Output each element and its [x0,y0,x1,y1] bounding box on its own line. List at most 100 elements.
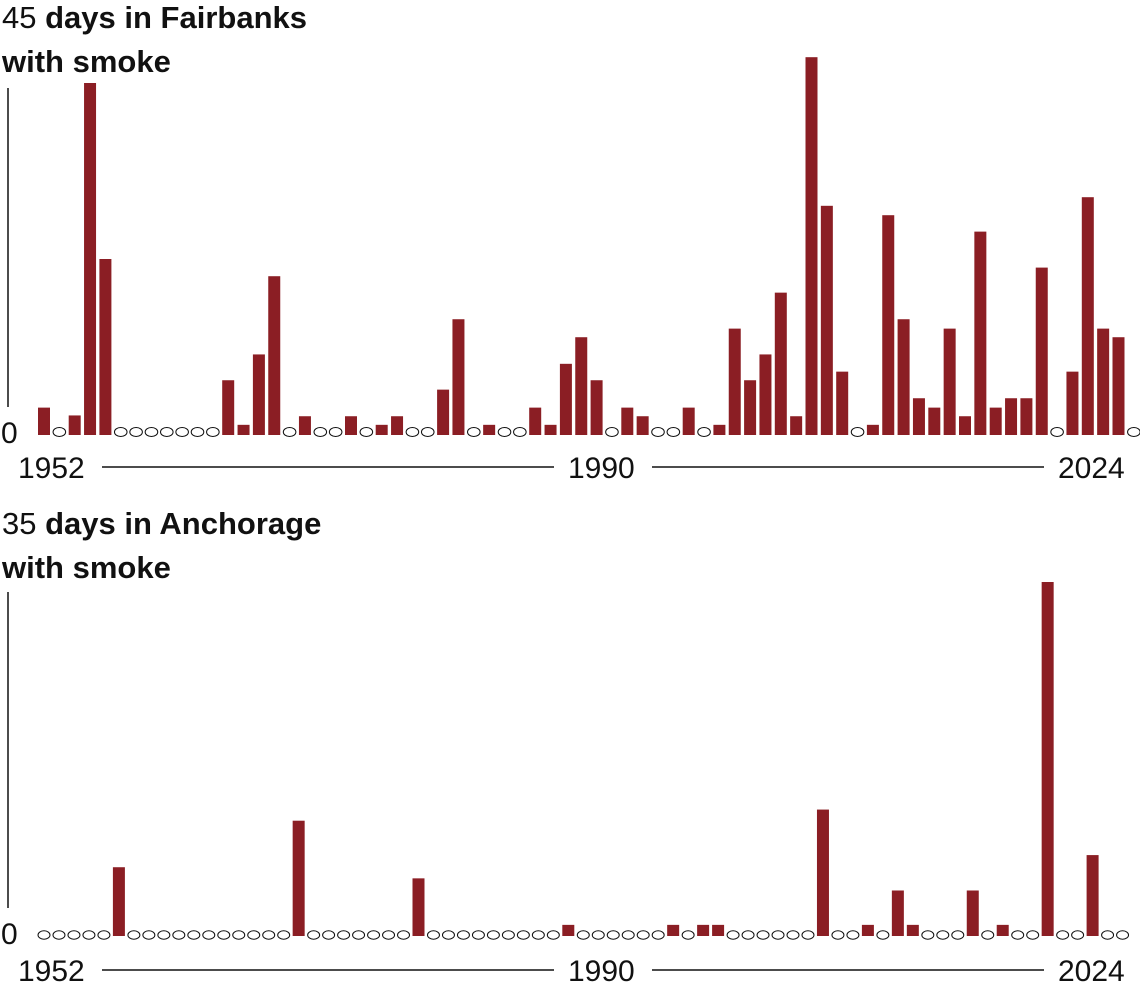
fairbanks-bar-1990 [621,407,634,435]
anchorage-zero-marker-1958 [127,930,141,940]
anchorage-zero-marker-1953 [52,930,66,940]
anchorage-bar-2004 [816,809,829,936]
fairbanks-bar-2012 [959,416,971,435]
fairbanks-bar-1987 [575,337,588,435]
fairbanks-bar-1954 [68,415,81,435]
fairbanks-bar-1994 [682,407,695,435]
anchorage-zero-marker-1976 [397,930,411,940]
anchorage-zero-marker-1988 [576,930,590,940]
fairbanks-zero-marker-1962 [190,427,205,437]
anchorage-zero-marker-1975 [382,930,396,940]
anchorage-title-line2: with smoke [2,550,171,585]
fairbanks-bar-1969 [298,416,311,435]
fairbanks-bar-1974 [375,424,388,435]
fairbanks-bar-1999 [759,354,772,435]
anchorage-zero-marker-1955 [82,930,96,940]
anchorage-zero-marker-2021 [1071,930,1085,940]
anchorage-bar-1977 [412,878,425,936]
anchorage-bar-1996 [697,924,710,936]
anchorage-zero-marker-1991 [621,930,635,940]
anchorage-zero-marker-2006 [846,930,860,940]
anchorage-zero-marker-1998 [726,930,740,940]
anchorage-zero-marker-1952 [37,930,51,940]
anchorage-zero-marker-2003 [801,930,815,940]
anchorage-bar-2019 [1041,582,1054,936]
anchorage-zero-marker-1962 [187,930,201,940]
anchorage-zero-marker-2024 [1116,930,1130,940]
fairbanks-bar-2004 [836,371,849,435]
anchorage-zero-marker-1961 [172,930,186,940]
anchorage-zero-marker-2023 [1101,930,1115,940]
fairbanks-zero-marker-1973 [359,427,374,437]
fairbanks-bar-1965 [237,424,250,435]
fairbanks-bar-2019 [1066,371,1079,435]
fairbanks-bar-1955 [84,83,97,435]
fairbanks-bar-2011 [943,328,956,435]
fairbanks-bar-1978 [437,389,450,435]
fairbanks-zero-marker-1960 [160,427,174,437]
fairbanks-x-tick-1990: 1990 [568,452,635,485]
fairbanks-bar-2021 [1097,328,1110,435]
fairbanks-bar-1967 [268,276,281,435]
fairbanks-x-tick-1952: 1952 [18,452,85,485]
anchorage-zero-marker-2002 [786,930,800,940]
anchorage-bar-1957 [112,867,125,936]
anchorage-zero-marker-1974 [367,930,381,940]
fairbanks-bar-2006 [866,424,879,435]
anchorage-title-line1: days in Anchorage [45,506,322,541]
anchorage-zero-marker-2011 [921,930,935,940]
anchorage-max-label: 35 [2,506,37,541]
fairbanks-bar-2010 [928,407,941,435]
anchorage-zero-marker-2013 [951,930,965,940]
anchorage-bar-1997 [712,924,725,936]
fairbanks-zero-marker-1977 [420,427,435,437]
anchorage-bar-2010 [906,924,919,936]
anchorage-zero-marker-1989 [591,930,605,940]
fairbanks-bar-2017 [1035,267,1048,435]
anchorage-zero-marker-1978 [426,930,440,940]
anchorage-chart-title: 35 days in Anchorage with smoke [2,502,321,590]
fairbanks-zero-marker-1992 [651,427,665,437]
fairbanks-y-zero-label: 0 [1,417,18,450]
fairbanks-bar-2020 [1081,197,1094,435]
anchorage-zero-marker-1965 [232,930,246,940]
anchorage-zero-marker-2008 [876,930,890,940]
fairbanks-zero-marker-1995 [697,427,711,437]
fairbanks-zero-marker-2005 [850,427,865,437]
fairbanks-bar-2007 [882,215,895,435]
anchorage-zero-marker-1979 [441,930,455,940]
anchorage-zero-marker-2020 [1056,930,1070,940]
anchorage-x-tick-2024: 2024 [1058,955,1125,988]
fairbanks-bar-1966 [252,354,265,435]
anchorage-bar-2022 [1086,855,1099,936]
anchorage-zero-marker-1967 [262,930,276,940]
fairbanks-zero-marker-1968 [282,427,297,437]
anchorage-zero-marker-1956 [97,930,111,940]
anchorage-zero-marker-1971 [322,930,336,940]
fairbanks-bar-1996 [713,424,726,435]
anchorage-zero-marker-1980 [456,930,470,940]
anchorage-bar-2007 [861,924,874,936]
anchorage-zero-marker-1972 [337,930,351,940]
anchorage-zero-marker-1964 [217,930,231,940]
fairbanks-zero-marker-1957 [113,427,128,437]
fairbanks-bar-1986 [559,363,572,435]
fairbanks-bar-2008 [897,319,910,435]
anchorage-zero-marker-2015 [981,930,995,940]
fairbanks-bar-1988 [590,380,603,435]
fairbanks-bar-1964 [222,380,235,435]
anchorage-zero-marker-1999 [741,930,755,940]
anchorage-zero-marker-1968 [277,930,291,940]
anchorage-bar-1987 [562,924,575,936]
fairbanks-bar-1984 [529,407,542,435]
fairbanks-zero-marker-1993 [666,427,681,437]
fairbanks-zero-marker-1958 [129,427,143,437]
anchorage-zero-marker-1985 [531,930,545,940]
fairbanks-bar-1952 [38,407,50,435]
fairbanks-title-line1: days in Fairbanks [45,0,307,35]
anchorage-zero-marker-2018 [1026,930,1040,940]
fairbanks-bar-2014 [989,407,1002,435]
fairbanks-bar-2015 [1005,398,1018,435]
fairbanks-bar-2001 [790,416,803,435]
